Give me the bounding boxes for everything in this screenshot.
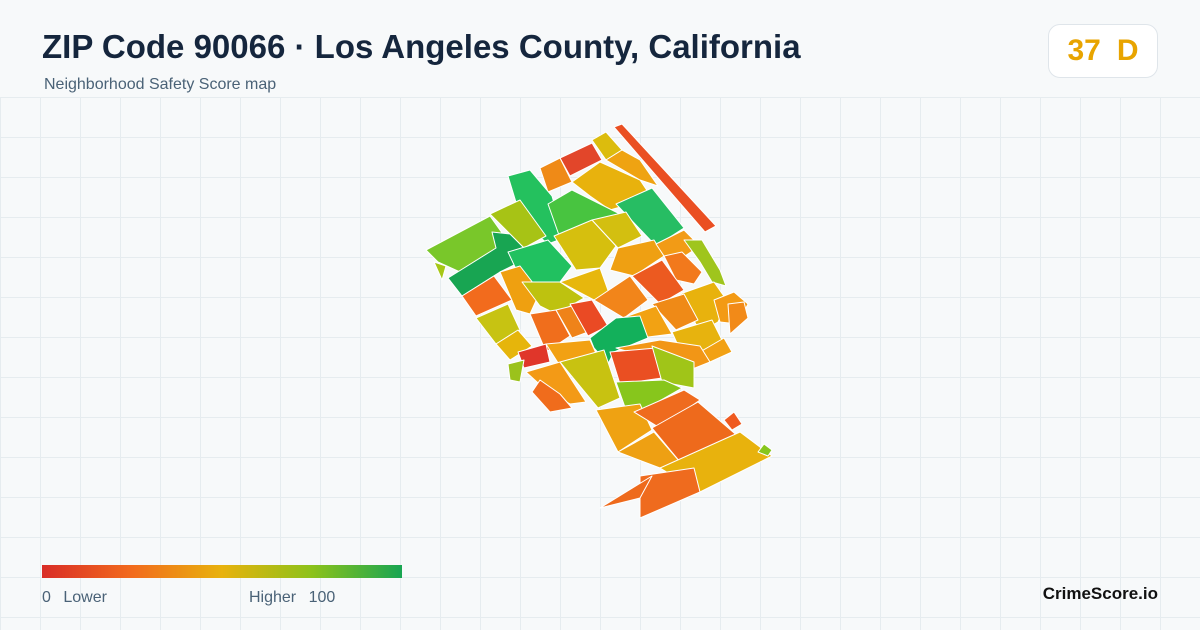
neighborhood-area[interactable]	[595, 403, 653, 453]
neighborhood-area[interactable]	[475, 303, 521, 345]
score-value: 37	[1067, 34, 1101, 67]
neighborhood-area[interactable]	[529, 309, 571, 353]
neighborhood-area[interactable]	[507, 359, 525, 383]
neighborhood-area[interactable]	[723, 411, 743, 431]
brand-logo-text[interactable]: CrimeScore.io	[1042, 584, 1158, 603]
score-grade: D	[1116, 34, 1139, 67]
neighborhood-area[interactable]	[433, 261, 447, 281]
neighborhood-area[interactable]	[651, 345, 695, 389]
neighborhood-area[interactable]	[495, 329, 533, 361]
neighborhood-area[interactable]	[683, 239, 727, 287]
neighborhood-area[interactable]	[499, 265, 541, 315]
page-title: ZIP Code 90066 · Los Angeles County, Cal…	[42, 28, 801, 65]
legend-low-value: 0	[42, 589, 51, 606]
neighborhood-area[interactable]	[633, 389, 701, 429]
neighborhood-area[interactable]	[553, 219, 617, 271]
legend-gradient-bar	[42, 565, 402, 578]
neighborhood-area[interactable]	[599, 475, 653, 509]
page-subtitle: Neighborhood Safety Score map	[44, 76, 277, 93]
neighborhood-area[interactable]	[591, 211, 643, 249]
neighborhood-area[interactable]	[559, 142, 603, 177]
neighborhood-area[interactable]	[609, 239, 665, 277]
neighborhood-area[interactable]	[727, 301, 749, 335]
neighborhood-area[interactable]	[531, 379, 573, 413]
legend-high-label: Higher 100	[249, 589, 335, 607]
legend-high-text: Higher	[249, 589, 297, 606]
neighborhood-area[interactable]	[651, 293, 699, 331]
neighborhood-area[interactable]	[615, 187, 685, 247]
neighborhood-area[interactable]	[593, 275, 649, 319]
legend-high-value: 100	[308, 589, 336, 606]
neighborhood-area[interactable]	[639, 467, 701, 519]
neighborhood-area[interactable]	[559, 349, 621, 409]
neighborhood-polygons	[425, 123, 773, 519]
score-badge: 37 D	[1048, 24, 1158, 78]
neighborhood-area[interactable]	[757, 443, 773, 457]
legend-low-text: Lower	[63, 589, 107, 606]
neighborhood-area[interactable]	[655, 229, 701, 259]
neighborhood-area[interactable]	[631, 259, 685, 305]
neighborhood-area[interactable]	[613, 123, 717, 233]
legend-low-label: 0 Lower	[42, 589, 107, 607]
neighborhood-area[interactable]	[605, 149, 659, 187]
